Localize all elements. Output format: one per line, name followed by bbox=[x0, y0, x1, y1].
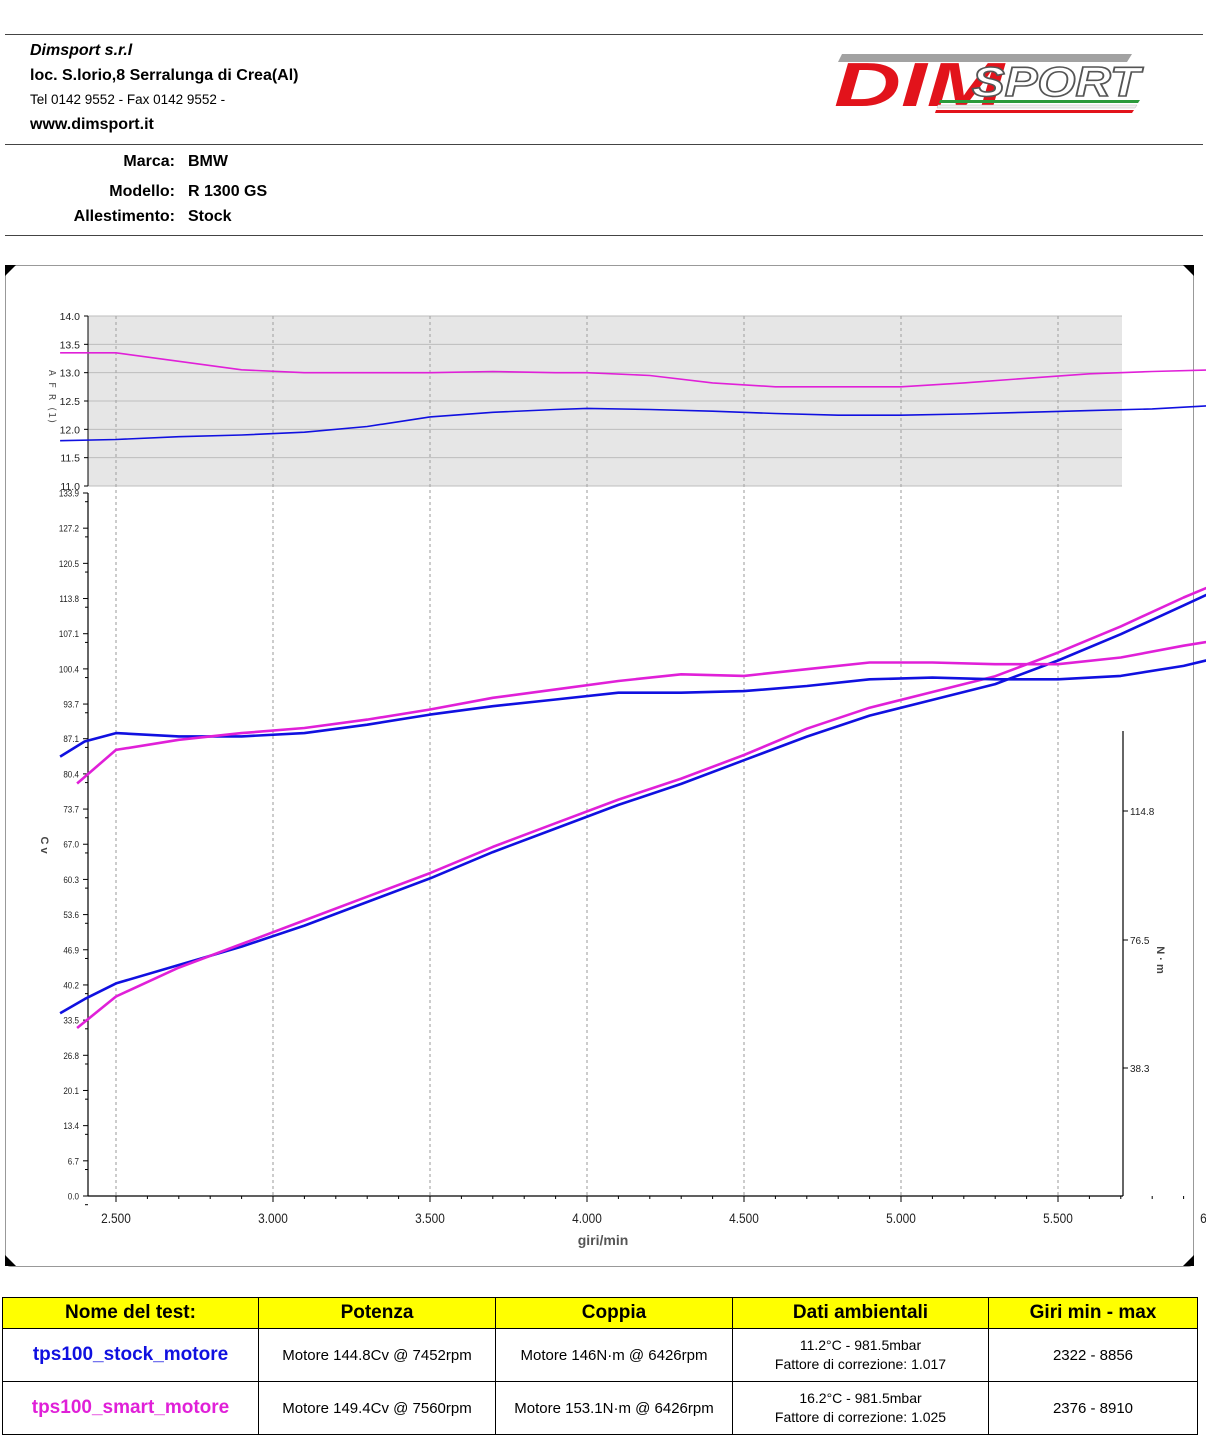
torque-axis-title: N · m bbox=[1154, 946, 1166, 974]
test-name-smart: tps100_smart_motore bbox=[2, 1381, 259, 1435]
power-axis-title: C v bbox=[38, 836, 50, 854]
table-row: tps100_stock_motore Motore 144.8Cv @ 745… bbox=[2, 1328, 1198, 1382]
power-tick-label: 127.2 bbox=[59, 523, 79, 534]
power-axis: 0.0 6.7 13.4 20.1 26.8 33.5 40.2 46.9 53.6 60.3 67… bbox=[59, 488, 89, 1206]
trim-label: Allestimento: bbox=[73, 208, 175, 225]
afr-tick-label: 13.5 bbox=[60, 339, 81, 351]
torque-series-line bbox=[59, 659, 1206, 758]
environment-stock: 11.2°C - 981.5mbar Fattore di correzione… bbox=[732, 1328, 989, 1382]
rpm-range-smart: 2376 - 8910 bbox=[988, 1381, 1198, 1435]
afr-tick-label: 12.0 bbox=[60, 424, 81, 436]
rpm-tick-label: 6.000 bbox=[1200, 1210, 1206, 1226]
chart-series bbox=[59, 352, 1206, 1030]
model-label: Modello: bbox=[109, 183, 175, 200]
afr-tick-label: 11.5 bbox=[60, 453, 80, 465]
company-name: Dimsport s.r.l bbox=[30, 42, 133, 59]
power-tick-label: 73.7 bbox=[63, 804, 79, 815]
rpm-axis-title: giri/min bbox=[578, 1232, 629, 1248]
env-correction: Fattore di correzione: 1.017 bbox=[774, 1356, 947, 1372]
col-test-name: Nome del test: bbox=[2, 1297, 259, 1329]
dimsport-logo: DIM SPORT bbox=[834, 51, 1145, 120]
power-tick-label: 93.7 bbox=[63, 699, 79, 710]
afr-tick-label: 13.0 bbox=[60, 368, 81, 380]
power-tick-label: 100.4 bbox=[59, 664, 79, 675]
power-tick-label: 6.7 bbox=[68, 1156, 79, 1167]
power-tick-label: 26.8 bbox=[63, 1050, 79, 1061]
header-rule bbox=[5, 144, 1203, 145]
afr-axis: 11.0 11.5 12.0 12.5 13.0 13.5 14.0 bbox=[60, 311, 89, 493]
afr-series-line bbox=[60, 352, 1206, 388]
power-tick-label: 53.6 bbox=[63, 909, 79, 920]
power-series-line bbox=[76, 586, 1206, 1030]
power-tick-label: 33.5 bbox=[63, 1015, 79, 1026]
torque-tick-label: 114.8 bbox=[1130, 807, 1155, 818]
power-smart: Motore 149.4Cv @ 7560rpm bbox=[258, 1381, 496, 1435]
torque-tick-label: 76.5 bbox=[1130, 936, 1150, 947]
power-tick-label: 120.5 bbox=[59, 558, 79, 569]
power-tick-label: 46.9 bbox=[63, 945, 79, 956]
rpm-tick-label: 3.500 bbox=[415, 1210, 445, 1226]
power-tick-label: 107.1 bbox=[59, 629, 79, 640]
rpm-tick-label: 2.500 bbox=[101, 1210, 131, 1226]
frame-corners bbox=[5, 265, 1194, 1266]
results-table: Nome del test: Potenza Coppia Dati ambie… bbox=[2, 1297, 1198, 1435]
env-conditions: 11.2°C - 981.5mbar bbox=[799, 1337, 922, 1353]
power-tick-label: 80.4 bbox=[63, 769, 79, 780]
table-row: tps100_smart_motore Motore 149.4Cv @ 756… bbox=[2, 1381, 1198, 1435]
environment-smart: 16.2°C - 981.5mbar Fattore di correzione… bbox=[732, 1381, 989, 1435]
power-tick-label: 20.1 bbox=[63, 1085, 79, 1096]
env-correction: Fattore di correzione: 1.025 bbox=[774, 1409, 947, 1425]
afr-tick-label: 11.0 bbox=[60, 481, 80, 493]
col-torque: Coppia bbox=[495, 1297, 733, 1329]
power-tick-label: 67.0 bbox=[63, 839, 79, 850]
results-header-row: Nome del test: Potenza Coppia Dati ambie… bbox=[2, 1297, 1198, 1329]
power-tick-label: 133.9 bbox=[59, 488, 79, 499]
test-name-stock: tps100_stock_motore bbox=[2, 1328, 259, 1382]
company-website: www.dimsport.it bbox=[30, 116, 154, 133]
power-tick-label: 87.1 bbox=[63, 734, 79, 745]
power-tick-label: 113.8 bbox=[59, 593, 79, 604]
svg-text:SPORT: SPORT bbox=[972, 58, 1144, 105]
rpm-range-stock: 2322 - 8856 bbox=[988, 1328, 1198, 1382]
top-rule bbox=[5, 34, 1203, 35]
brand-value: BMW bbox=[188, 153, 228, 170]
afr-tick-label: 12.5 bbox=[60, 396, 81, 408]
power-tick-label: 60.3 bbox=[63, 874, 79, 885]
torque-tick-label: 38.3 bbox=[1130, 1064, 1150, 1075]
company-phone: Tel 0142 9552 - Fax 0142 9552 - bbox=[30, 92, 226, 107]
torque-series-line bbox=[76, 640, 1206, 785]
torque-smart: Motore 153.1N·m @ 6426rpm bbox=[495, 1381, 733, 1435]
power-tick-label: 13.4 bbox=[63, 1121, 79, 1132]
rpm-axis: 2.500 3.000 3.500 4.000 4.500 5.000 5.500 6.000… bbox=[88, 1195, 1206, 1226]
rpm-tick-label: 4.500 bbox=[729, 1210, 759, 1226]
rpm-tick-label: 5.000 bbox=[886, 1210, 916, 1226]
col-environment: Dati ambientali bbox=[732, 1297, 989, 1329]
power-tick-label: 40.2 bbox=[63, 980, 79, 991]
rpm-tick-label: 4.000 bbox=[572, 1210, 602, 1226]
col-power: Potenza bbox=[258, 1297, 496, 1329]
model-value: R 1300 GS bbox=[188, 183, 268, 200]
trim-value: Stock bbox=[188, 208, 232, 225]
brand-label: Marca: bbox=[123, 153, 175, 170]
company-address: loc. S.lorio,8 Serralunga di Crea(Al) bbox=[30, 67, 299, 84]
torque-axis: 38.3 76.5 114.8 bbox=[1122, 731, 1155, 1196]
power-series-line bbox=[59, 593, 1206, 1015]
power-tick-label: 0.0 bbox=[68, 1191, 79, 1202]
rpm-tick-label: 5.500 bbox=[1043, 1210, 1073, 1226]
afr-tick-label: 14.0 bbox=[60, 311, 81, 323]
power-stock: Motore 144.8Cv @ 7452rpm bbox=[258, 1328, 496, 1382]
col-rpm-range: Giri min - max bbox=[988, 1297, 1198, 1329]
chart-grid bbox=[88, 315, 1122, 1196]
rpm-tick-label: 3.000 bbox=[258, 1210, 288, 1226]
afr-series-line bbox=[60, 405, 1206, 442]
afr-axis-title: A F R (1) bbox=[46, 370, 57, 424]
torque-stock: Motore 146N·m @ 6426rpm bbox=[495, 1328, 733, 1382]
vehicle-rule bbox=[5, 235, 1203, 236]
svg-text:DIM: DIM bbox=[834, 51, 1006, 120]
env-conditions: 16.2°C - 981.5mbar bbox=[799, 1390, 922, 1406]
